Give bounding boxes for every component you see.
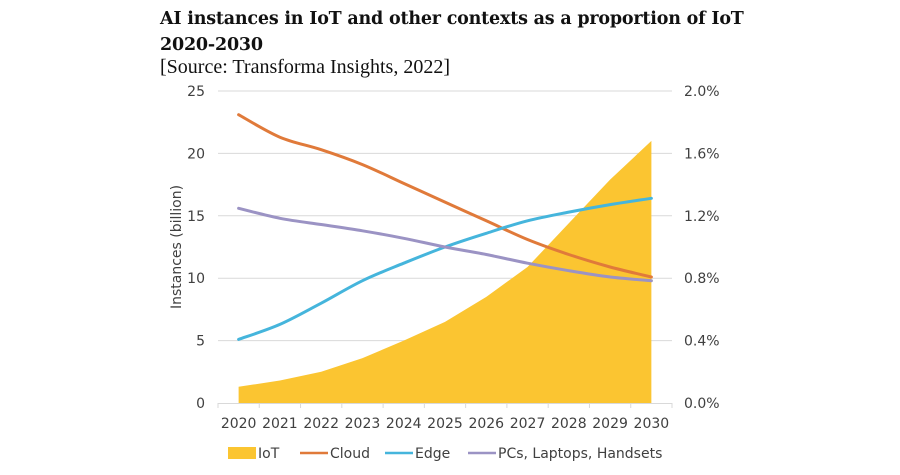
x-tick-label: 2025 (427, 416, 463, 432)
y-tick-label: 15 (187, 209, 205, 225)
chart-title: AI instances in IoT and other contexts a… (160, 6, 880, 58)
x-tick-label: 2022 (303, 416, 339, 432)
chart-title-line-2: 2020-2030 (160, 35, 263, 55)
y-tick-label: 10 (187, 271, 205, 287)
legend-label-cloud: Cloud (330, 446, 370, 462)
y-tick-label: 25 (187, 84, 205, 100)
chart-source: [Source: Transforma Insights, 2022] (160, 56, 450, 78)
y2-tick-label: 1.6% (684, 146, 720, 162)
chart-title-line-1: AI instances in IoT and other contexts a… (160, 9, 744, 29)
y-tick-label: 5 (196, 334, 205, 350)
y2-tick-label: 0.8% (684, 271, 720, 287)
area-iot (238, 140, 652, 403)
x-tick-label: 2028 (551, 416, 587, 432)
y-tick-label: 20 (187, 146, 205, 162)
y2-tick-label: 0.4% (684, 334, 720, 350)
legend-swatch-iot (228, 447, 256, 459)
y2-tick-label: 1.2% (684, 209, 720, 225)
x-tick-label: 2024 (386, 416, 422, 432)
x-tick-label: 2029 (592, 416, 628, 432)
x-tick-label: 2020 (221, 416, 257, 432)
legend-label-edge: Edge (415, 446, 450, 462)
x-tick-label: 2027 (510, 416, 546, 432)
y2-tick-label: 2.0% (684, 84, 720, 100)
series-lines (237, 113, 653, 341)
legend: IoT Cloud Edge PCs, Laptops, Handsets (228, 446, 662, 462)
legend-label-pcs-laptops-handsets: PCs, Laptops, Handsets (498, 446, 662, 462)
legend-label-iot: IoT (258, 446, 280, 462)
x-tick-label: 2023 (345, 416, 381, 432)
y-axis-title: Instances (billion) (169, 185, 185, 309)
x-tick-label: 2026 (468, 416, 504, 432)
x-tick-label: 2030 (634, 416, 670, 432)
iot-area-layer (238, 140, 652, 403)
line-cloud (237, 113, 653, 279)
y-tick-label: 0 (196, 396, 205, 412)
x-tick-label: 2021 (262, 416, 298, 432)
y2-tick-label: 0.0% (684, 396, 720, 412)
